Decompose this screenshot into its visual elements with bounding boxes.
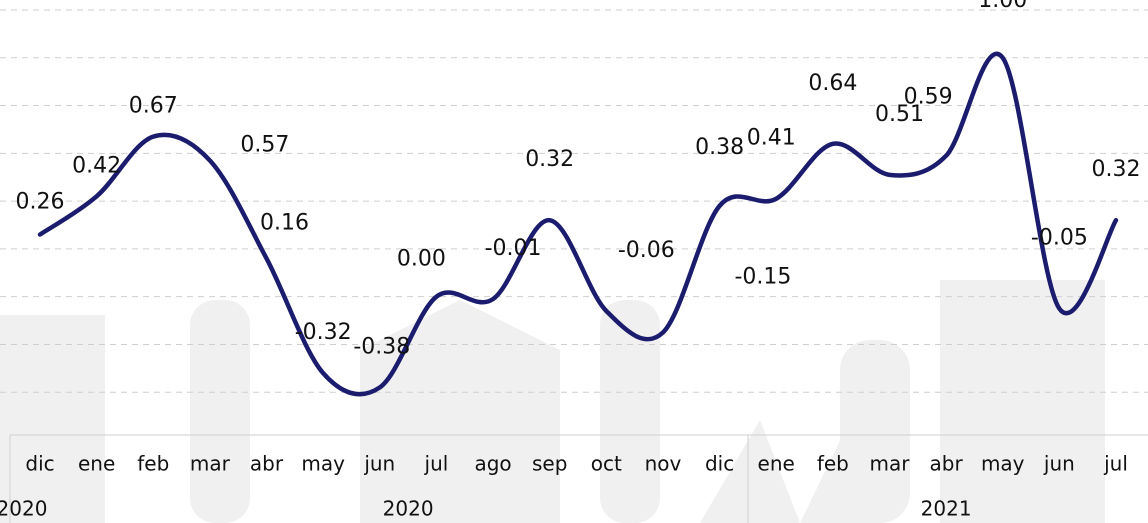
x-tick-label: dic <box>25 452 54 476</box>
x-tick-label: may <box>981 452 1025 476</box>
data-label: 0.51 <box>875 102 924 127</box>
data-label: 0.57 <box>240 133 289 158</box>
category-axis-frame <box>9 434 1148 523</box>
x-group-label: 2020 <box>383 497 434 521</box>
x-tick-label: abr <box>250 452 284 476</box>
x-tick-label: may <box>301 452 345 476</box>
data-label: -0.05 <box>1031 226 1088 251</box>
data-label: -0.01 <box>485 236 542 261</box>
x-tick-label: ene <box>758 452 795 476</box>
x-tick-label: jun <box>363 452 395 476</box>
x-tick-label: ene <box>78 452 115 476</box>
x-tick-label: mar <box>190 452 231 476</box>
data-label: 0.42 <box>72 153 121 178</box>
data-label: 0.32 <box>1092 157 1141 182</box>
x-tick-label: ago <box>474 452 511 476</box>
x-tick-label: feb <box>137 452 169 476</box>
x-tick-label: feb <box>817 452 849 476</box>
data-label: 0.67 <box>129 94 178 119</box>
data-label: 0.26 <box>16 190 65 215</box>
data-label: 0.16 <box>260 210 309 235</box>
x-tick-label: mar <box>869 452 910 476</box>
data-label: 0.38 <box>695 135 744 160</box>
data-label: -0.15 <box>734 265 791 290</box>
data-label: -0.38 <box>353 334 410 359</box>
x-group-label: 2021 <box>921 497 972 521</box>
data-label: -0.06 <box>618 238 675 263</box>
x-tick-label: nov <box>645 452 682 476</box>
data-label: 0.32 <box>525 147 574 172</box>
data-label: 0.64 <box>808 71 857 96</box>
data-label: 1.00 <box>978 0 1027 13</box>
x-tick-label: abr <box>930 452 964 476</box>
x-group-label: 2020 <box>0 497 47 521</box>
background-silhouettes <box>0 280 1105 523</box>
data-label: -0.32 <box>295 320 352 345</box>
x-tick-label: oct <box>591 452 622 476</box>
data-label: 0.00 <box>397 247 446 272</box>
x-tick-label: jul <box>424 452 449 476</box>
x-tick-label: dic <box>705 452 734 476</box>
x-tick-label: sep <box>532 452 567 476</box>
data-label: 0.59 <box>904 85 953 110</box>
x-tick-label: jun <box>1043 452 1075 476</box>
line-series <box>37 51 1119 397</box>
x-tick-label: jul <box>1103 452 1128 476</box>
data-label: 0.41 <box>747 126 796 151</box>
